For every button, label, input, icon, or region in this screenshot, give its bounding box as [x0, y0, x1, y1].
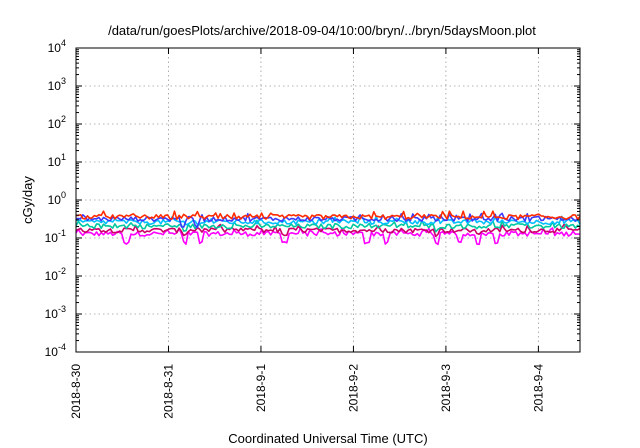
x-axis-label: Coordinated Universal Time (UTC): [228, 431, 427, 446]
y-tick-label: 100: [48, 190, 66, 207]
x-tick-label: 2018-9-3: [439, 364, 453, 412]
y-tick-label: 10-2: [45, 266, 66, 283]
x-tick-labels: 2018-8-30 2018-8-31 2018-9-1 2018-9-2 2018-9…: [69, 364, 545, 419]
y-tick-label: 104: [48, 38, 66, 55]
series-line-2: [75, 219, 581, 233]
y-tick-label: 102: [48, 114, 66, 131]
y-tick-label: 103: [48, 76, 66, 93]
x-tick-label: 2018-8-31: [161, 364, 175, 419]
x-tick-label: 2018-9-1: [254, 364, 268, 412]
axis-ticks: [75, 47, 580, 353]
series-line-1: [75, 223, 581, 238]
grid: [76, 48, 580, 352]
x-tick-label: 2018-9-4: [531, 364, 545, 412]
y-tick-label: 101: [48, 152, 66, 169]
y-tick-labels: 10-4 10-3 10-2 10-1 100 101 102 103 104: [45, 38, 66, 359]
y-tick-label: 10-3: [45, 304, 66, 321]
x-tick-label: 2018-8-30: [69, 364, 83, 419]
series-layer: [75, 210, 581, 246]
y-tick-label: 10-1: [45, 228, 66, 245]
chart-title: /data/run/goesPlots/archive/2018-09-04/1…: [108, 23, 536, 38]
y-tick-label: 10-4: [45, 342, 66, 359]
x-tick-label: 2018-9-2: [346, 364, 360, 412]
series-line-0: [75, 227, 581, 246]
series-line-5: [75, 210, 581, 221]
y-axis-label: cGy/day: [20, 176, 35, 224]
